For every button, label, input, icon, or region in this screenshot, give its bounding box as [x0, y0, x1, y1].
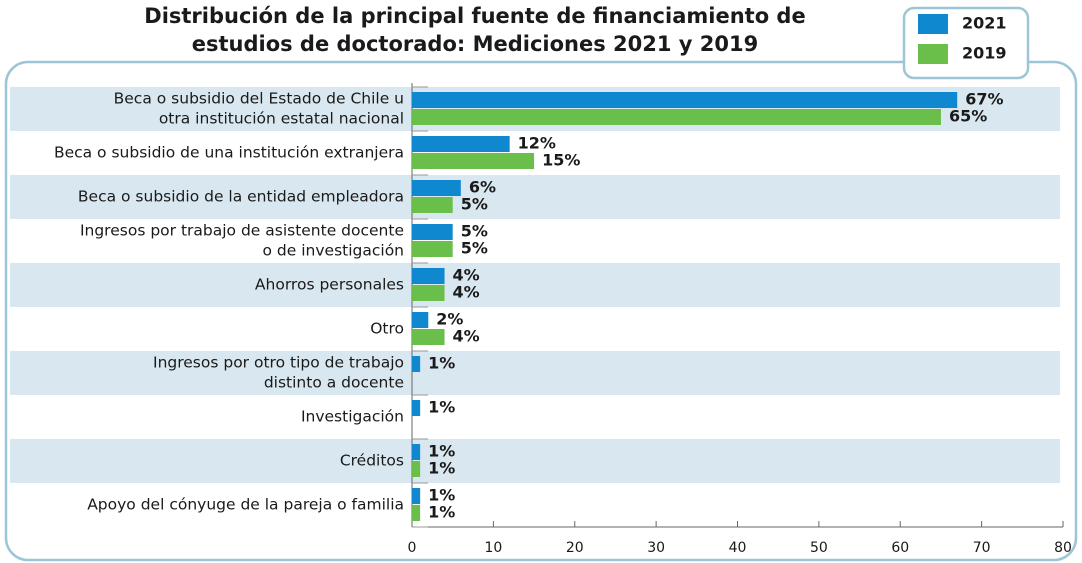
value-label: 12%	[518, 134, 556, 153]
bar	[412, 505, 421, 521]
row-band	[10, 263, 1060, 307]
value-label: 5%	[461, 195, 488, 214]
chart-frame	[4, 60, 1078, 562]
x-tick-label: 0	[408, 540, 417, 556]
category-label: Créditos	[340, 452, 404, 470]
value-label: 65%	[949, 107, 987, 126]
legend-label: 2019	[962, 44, 1007, 63]
bar	[412, 400, 421, 416]
chart-title: estudios de doctorado: Mediciones 2021 y…	[192, 32, 759, 56]
category-label: otra institución estatal nacional	[159, 110, 404, 128]
category-label: Apoyo del cónyuge de la pareja o familia	[87, 496, 404, 514]
category-label: Beca o subsidio de la entidad empleadora	[78, 188, 404, 206]
row-band	[10, 175, 1060, 219]
category-label: Beca o subsidio del Estado de Chile u	[114, 90, 404, 108]
bar	[412, 285, 445, 301]
category-label: Ingresos por trabajo de asistente docent…	[80, 222, 404, 240]
value-label: 1%	[428, 459, 455, 478]
bar	[412, 109, 941, 125]
value-label: 4%	[453, 266, 480, 285]
x-tick-label: 60	[891, 540, 909, 556]
category-label: Otro	[370, 320, 404, 338]
category-label: Investigación	[301, 408, 404, 426]
bar	[412, 488, 421, 504]
value-label: 5%	[461, 222, 488, 241]
x-tick-label: 50	[810, 540, 828, 556]
x-tick-label: 40	[729, 540, 747, 556]
row-band	[10, 439, 1060, 483]
bar	[412, 180, 461, 196]
value-label: 1%	[428, 486, 455, 505]
bar	[412, 241, 453, 257]
bar	[412, 136, 510, 152]
value-label: 2%	[436, 310, 463, 329]
category-label: Ingresos por otro tipo de trabajo	[153, 354, 404, 372]
bar	[412, 312, 429, 328]
row-band	[10, 351, 1060, 395]
bar	[412, 444, 421, 460]
bar	[412, 153, 535, 169]
x-tick-label: 10	[484, 540, 502, 556]
value-label: 4%	[453, 327, 480, 346]
legend-swatch	[918, 14, 948, 34]
bar	[412, 461, 421, 477]
category-label: Beca o subsidio de una institución extra…	[54, 144, 404, 162]
bar	[412, 356, 421, 372]
bar	[412, 224, 453, 240]
category-label: o de investigación	[263, 242, 404, 260]
value-label: 1%	[428, 442, 455, 461]
value-label: 67%	[965, 90, 1003, 109]
bar	[412, 92, 958, 108]
value-label: 15%	[542, 151, 580, 170]
value-label: 4%	[453, 283, 480, 302]
x-tick-label: 20	[566, 540, 584, 556]
legend-swatch	[918, 44, 948, 64]
value-label: 5%	[461, 239, 488, 258]
bar	[412, 329, 445, 345]
category-label: Ahorros personales	[255, 276, 404, 294]
legend-label: 2021	[962, 14, 1007, 33]
category-label: distinto a docente	[264, 374, 404, 392]
value-label: 6%	[469, 178, 496, 197]
value-label: 1%	[428, 503, 455, 522]
x-tick-label: 70	[973, 540, 991, 556]
value-label: 1%	[428, 354, 455, 373]
chart-title: Distribución de la principal fuente de f…	[144, 4, 805, 28]
x-tick-label: 80	[1054, 540, 1072, 556]
bar	[412, 268, 445, 284]
value-label: 1%	[428, 398, 455, 417]
x-tick-label: 30	[647, 540, 665, 556]
bar	[412, 197, 453, 213]
